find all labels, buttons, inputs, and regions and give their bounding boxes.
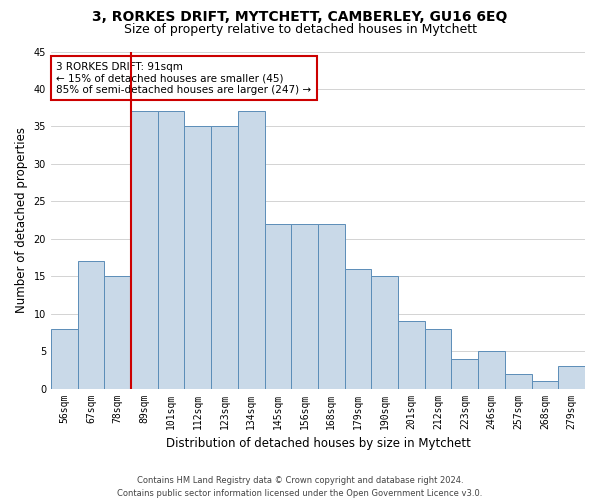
Text: Size of property relative to detached houses in Mytchett: Size of property relative to detached ho… — [124, 22, 476, 36]
Text: 3 RORKES DRIFT: 91sqm
← 15% of detached houses are smaller (45)
85% of semi-deta: 3 RORKES DRIFT: 91sqm ← 15% of detached … — [56, 62, 311, 95]
Bar — [532, 381, 558, 388]
Bar — [51, 328, 77, 388]
Bar — [211, 126, 238, 388]
Bar — [558, 366, 585, 388]
Bar — [425, 328, 451, 388]
Bar — [371, 276, 398, 388]
Bar — [478, 351, 505, 389]
Bar — [131, 112, 158, 388]
Bar — [344, 268, 371, 388]
Text: 3, RORKES DRIFT, MYTCHETT, CAMBERLEY, GU16 6EQ: 3, RORKES DRIFT, MYTCHETT, CAMBERLEY, GU… — [92, 10, 508, 24]
Bar — [77, 261, 104, 388]
X-axis label: Distribution of detached houses by size in Mytchett: Distribution of detached houses by size … — [166, 437, 470, 450]
Bar — [451, 358, 478, 388]
Bar — [238, 112, 265, 388]
Bar — [318, 224, 344, 388]
Bar — [158, 112, 184, 388]
Bar — [184, 126, 211, 388]
Text: Contains HM Land Registry data © Crown copyright and database right 2024.
Contai: Contains HM Land Registry data © Crown c… — [118, 476, 482, 498]
Bar — [505, 374, 532, 388]
Bar — [265, 224, 291, 388]
Bar — [291, 224, 318, 388]
Bar — [398, 321, 425, 388]
Bar — [104, 276, 131, 388]
Y-axis label: Number of detached properties: Number of detached properties — [15, 127, 28, 313]
